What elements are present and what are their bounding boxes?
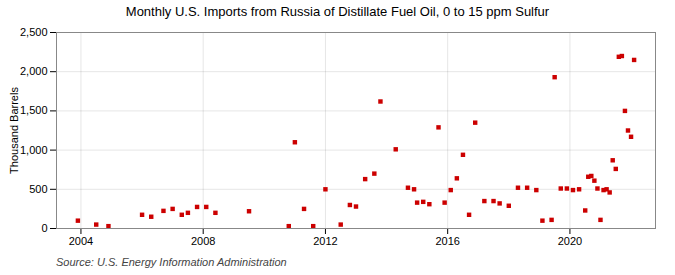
svg-text:Thousand Barrels: Thousand Barrels (8, 87, 20, 174)
svg-text:0: 0 (41, 222, 47, 234)
svg-text:2016: 2016 (435, 235, 459, 247)
svg-text:2004: 2004 (69, 235, 93, 247)
svg-text:1,000: 1,000 (20, 144, 48, 156)
svg-text:2,000: 2,000 (20, 65, 48, 77)
svg-text:2020: 2020 (558, 235, 582, 247)
svg-text:1,500: 1,500 (20, 104, 48, 116)
html-text:Monthly U.S. Imports from Russ: Monthly U.S. Imports from Russia of Dist… (125, 4, 550, 19)
svg-text:2012: 2012 (313, 235, 337, 247)
svg-text:500: 500 (29, 183, 47, 195)
html-text:Source: U.S. Energy Informatio: Source: U.S. Energy Information Administ… (56, 256, 287, 268)
svg-text:2,500: 2,500 (20, 26, 48, 38)
svg-text:2008: 2008 (191, 235, 215, 247)
